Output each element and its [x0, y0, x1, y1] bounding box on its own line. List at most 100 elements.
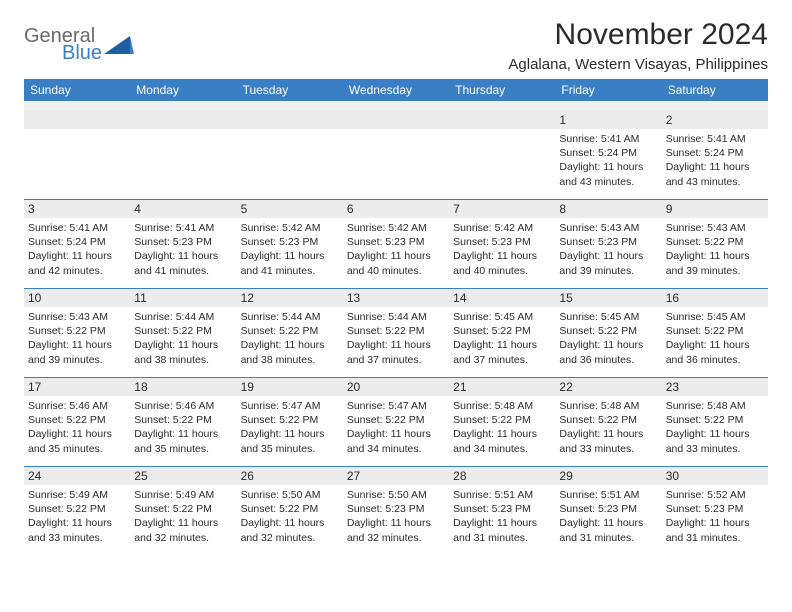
- logo-bottom: Blue: [62, 43, 102, 63]
- sunset-text: Sunset: 5:22 PM: [347, 413, 445, 427]
- day-cell: [343, 111, 449, 199]
- daylight-text: Daylight: 11 hours and 34 minutes.: [347, 427, 445, 455]
- logo-text: General Blue: [24, 26, 102, 63]
- logo-triangle-icon: [104, 34, 134, 56]
- week-row: 17Sunrise: 5:46 AMSunset: 5:22 PMDayligh…: [24, 378, 768, 467]
- daylight-text: Daylight: 11 hours and 35 minutes.: [28, 427, 126, 455]
- sunrise-text: Sunrise: 5:48 AM: [666, 399, 764, 413]
- daylight-text: Daylight: 11 hours and 39 minutes.: [666, 249, 764, 277]
- day-number: 17: [24, 378, 130, 396]
- day-number: [449, 111, 555, 129]
- daylight-text: Daylight: 11 hours and 39 minutes.: [559, 249, 657, 277]
- sunset-text: Sunset: 5:24 PM: [28, 235, 126, 249]
- day-cell: 3Sunrise: 5:41 AMSunset: 5:24 PMDaylight…: [24, 200, 130, 288]
- day-number: 30: [662, 467, 768, 485]
- daylight-text: Daylight: 11 hours and 37 minutes.: [347, 338, 445, 366]
- weeks-container: 1Sunrise: 5:41 AMSunset: 5:24 PMDaylight…: [24, 111, 768, 555]
- day-number: 16: [662, 289, 768, 307]
- day-number: 11: [130, 289, 236, 307]
- day-number: 13: [343, 289, 449, 307]
- daylight-text: Daylight: 11 hours and 33 minutes.: [666, 427, 764, 455]
- sunrise-text: Sunrise: 5:44 AM: [134, 310, 232, 324]
- sunset-text: Sunset: 5:22 PM: [28, 413, 126, 427]
- day-number: 14: [449, 289, 555, 307]
- sunset-text: Sunset: 5:22 PM: [241, 413, 339, 427]
- sunrise-text: Sunrise: 5:45 AM: [453, 310, 551, 324]
- sunrise-text: Sunrise: 5:44 AM: [241, 310, 339, 324]
- day-info: Sunrise: 5:48 AMSunset: 5:22 PMDaylight:…: [453, 399, 551, 456]
- day-info: Sunrise: 5:46 AMSunset: 5:22 PMDaylight:…: [28, 399, 126, 456]
- sunset-text: Sunset: 5:22 PM: [453, 413, 551, 427]
- sunrise-text: Sunrise: 5:51 AM: [559, 488, 657, 502]
- week-row: 10Sunrise: 5:43 AMSunset: 5:22 PMDayligh…: [24, 289, 768, 378]
- day-cell: 6Sunrise: 5:42 AMSunset: 5:23 PMDaylight…: [343, 200, 449, 288]
- sunset-text: Sunset: 5:23 PM: [347, 235, 445, 249]
- sunset-text: Sunset: 5:22 PM: [241, 502, 339, 516]
- sunrise-text: Sunrise: 5:51 AM: [453, 488, 551, 502]
- day-info: Sunrise: 5:48 AMSunset: 5:22 PMDaylight:…: [666, 399, 764, 456]
- week-row: 24Sunrise: 5:49 AMSunset: 5:22 PMDayligh…: [24, 467, 768, 555]
- day-number: 8: [555, 200, 661, 218]
- day-info: Sunrise: 5:41 AMSunset: 5:23 PMDaylight:…: [134, 221, 232, 278]
- day-cell: 30 Sunrise: 5:52 AMSunset: 5:23 PMDayligh…: [662, 467, 768, 555]
- day-cell: 18 Sunrise: 5:46 AMSunset: 5:22 PMDayligh…: [130, 378, 236, 466]
- daylight-text: Daylight: 11 hours and 42 minutes.: [28, 249, 126, 277]
- day-cell: 19 Sunrise: 5:47 AMSunset: 5:22 PMDayligh…: [237, 378, 343, 466]
- weekday-label: Wednesday: [343, 79, 449, 101]
- sunset-text: Sunset: 5:23 PM: [453, 235, 551, 249]
- day-info: Sunrise: 5:45 AMSunset: 5:22 PMDaylight:…: [559, 310, 657, 367]
- day-number: 15: [555, 289, 661, 307]
- day-info: Sunrise: 5:43 AMSunset: 5:22 PMDaylight:…: [28, 310, 126, 367]
- sunrise-text: Sunrise: 5:52 AM: [666, 488, 764, 502]
- daylight-text: Daylight: 11 hours and 34 minutes.: [453, 427, 551, 455]
- page-header: General Blue November 2024 Aglalana, Wes…: [24, 18, 768, 73]
- day-info: Sunrise: 5:44 AMSunset: 5:22 PMDaylight:…: [241, 310, 339, 367]
- day-info: Sunrise: 5:51 AMSunset: 5:23 PMDaylight:…: [559, 488, 657, 545]
- day-number: 5: [237, 200, 343, 218]
- sunset-text: Sunset: 5:22 PM: [28, 502, 126, 516]
- daylight-text: Daylight: 11 hours and 35 minutes.: [241, 427, 339, 455]
- day-info: Sunrise: 5:52 AMSunset: 5:23 PMDaylight:…: [666, 488, 764, 545]
- daylight-text: Daylight: 11 hours and 33 minutes.: [28, 516, 126, 544]
- sunset-text: Sunset: 5:23 PM: [453, 502, 551, 516]
- day-number: [24, 111, 130, 129]
- sunrise-text: Sunrise: 5:48 AM: [559, 399, 657, 413]
- daylight-text: Daylight: 11 hours and 32 minutes.: [347, 516, 445, 544]
- daylight-text: Daylight: 11 hours and 33 minutes.: [559, 427, 657, 455]
- sunset-text: Sunset: 5:22 PM: [559, 324, 657, 338]
- day-cell: 21 Sunrise: 5:48 AMSunset: 5:22 PMDayligh…: [449, 378, 555, 466]
- day-number: 2: [662, 111, 768, 129]
- day-info: Sunrise: 5:49 AMSunset: 5:22 PMDaylight:…: [134, 488, 232, 545]
- day-number: [237, 111, 343, 129]
- day-number: 23: [662, 378, 768, 396]
- day-cell: 14Sunrise: 5:45 AMSunset: 5:22 PMDayligh…: [449, 289, 555, 377]
- sunrise-text: Sunrise: 5:42 AM: [241, 221, 339, 235]
- day-number: 19: [237, 378, 343, 396]
- day-info: Sunrise: 5:50 AMSunset: 5:22 PMDaylight:…: [241, 488, 339, 545]
- day-number: [130, 111, 236, 129]
- daylight-text: Daylight: 11 hours and 41 minutes.: [134, 249, 232, 277]
- day-number: 18: [130, 378, 236, 396]
- day-number: 21: [449, 378, 555, 396]
- day-info: Sunrise: 5:49 AMSunset: 5:22 PMDaylight:…: [28, 488, 126, 545]
- sunset-text: Sunset: 5:22 PM: [347, 324, 445, 338]
- day-number: [343, 111, 449, 129]
- day-cell: 17 Sunrise: 5:46 AMSunset: 5:22 PMDayligh…: [24, 378, 130, 466]
- day-cell: 4Sunrise: 5:41 AMSunset: 5:23 PMDaylight…: [130, 200, 236, 288]
- sunset-text: Sunset: 5:22 PM: [666, 413, 764, 427]
- day-number: 9: [662, 200, 768, 218]
- day-number: 3: [24, 200, 130, 218]
- day-info: Sunrise: 5:46 AMSunset: 5:22 PMDaylight:…: [134, 399, 232, 456]
- sunrise-text: Sunrise: 5:43 AM: [559, 221, 657, 235]
- weekday-label: Thursday: [449, 79, 555, 101]
- weekday-label: Tuesday: [237, 79, 343, 101]
- day-cell: 26Sunrise: 5:50 AMSunset: 5:22 PMDayligh…: [237, 467, 343, 555]
- daylight-text: Daylight: 11 hours and 31 minutes.: [453, 516, 551, 544]
- sunset-text: Sunset: 5:23 PM: [347, 502, 445, 516]
- weekday-label: Monday: [130, 79, 236, 101]
- day-number: 29: [555, 467, 661, 485]
- sunrise-text: Sunrise: 5:46 AM: [28, 399, 126, 413]
- day-cell: [24, 111, 130, 199]
- day-cell: 9Sunrise: 5:43 AMSunset: 5:22 PMDaylight…: [662, 200, 768, 288]
- sunrise-text: Sunrise: 5:47 AM: [241, 399, 339, 413]
